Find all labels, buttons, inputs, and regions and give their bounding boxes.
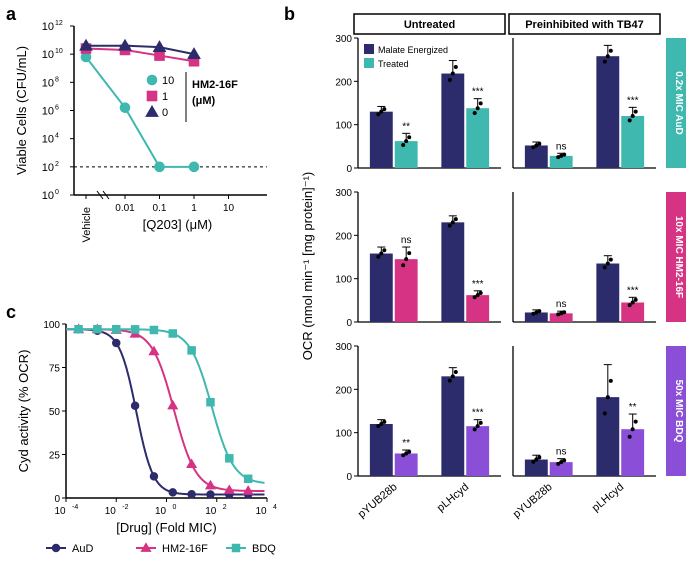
svg-text:Vehicle: Vehicle — [81, 207, 93, 242]
svg-text:100: 100 — [335, 429, 352, 440]
svg-text:300: 300 — [335, 34, 352, 45]
svg-text:***: *** — [627, 285, 639, 296]
svg-text:Cyd activity (% OCR): Cyd activity (% OCR) — [16, 350, 31, 473]
svg-text:300: 300 — [335, 342, 352, 353]
svg-text:-2: -2 — [122, 504, 128, 511]
svg-text:**: ** — [402, 438, 410, 449]
svg-text:pYUB28b: pYUB28b — [356, 481, 400, 520]
svg-text:50x MIC BDQ: 50x MIC BDQ — [673, 380, 684, 443]
svg-text:[Drug] (Fold MIC): [Drug] (Fold MIC) — [116, 520, 216, 535]
svg-text:pLHcyd: pLHcyd — [435, 481, 471, 514]
svg-text:0: 0 — [346, 472, 352, 483]
svg-text:Malate Energized: Malate Energized — [378, 45, 448, 55]
svg-text:***: *** — [472, 87, 484, 98]
svg-text:12: 12 — [55, 20, 63, 27]
svg-text:10: 10 — [205, 506, 217, 517]
svg-text:100: 100 — [335, 275, 352, 286]
svg-text:10: 10 — [42, 49, 54, 61]
svg-text:200: 200 — [335, 77, 352, 88]
svg-text:0.01: 0.01 — [115, 203, 135, 214]
svg-text:100: 100 — [43, 320, 60, 331]
svg-text:10: 10 — [255, 506, 267, 517]
svg-text:HM2-16F: HM2-16F — [162, 543, 208, 555]
svg-text:4: 4 — [55, 133, 59, 140]
panel-c-chart: 025507510010-410-2100102104[Drug] (Fold … — [12, 316, 277, 568]
svg-text:OCR (nmol min⁻¹ [mg protein]⁻¹: OCR (nmol min⁻¹ [mg protein]⁻¹) — [300, 172, 315, 361]
svg-text:10: 10 — [42, 190, 54, 202]
svg-text:10: 10 — [42, 134, 54, 146]
svg-text:4: 4 — [273, 504, 277, 511]
svg-text:10: 10 — [162, 75, 174, 87]
svg-text:300: 300 — [335, 188, 352, 199]
svg-text:10: 10 — [42, 21, 54, 33]
svg-text:ns: ns — [401, 235, 412, 246]
svg-text:0: 0 — [54, 494, 60, 505]
svg-text:0: 0 — [173, 504, 177, 511]
svg-text:0: 0 — [346, 164, 352, 175]
svg-text:10: 10 — [54, 506, 66, 517]
svg-text:10: 10 — [42, 162, 54, 174]
svg-text:10: 10 — [42, 106, 54, 118]
svg-text:10: 10 — [55, 48, 63, 55]
svg-text:2: 2 — [55, 161, 59, 168]
svg-text:pLHcyd: pLHcyd — [590, 481, 626, 514]
svg-text:ns: ns — [556, 299, 567, 310]
svg-text:10: 10 — [42, 77, 54, 89]
svg-text:***: *** — [472, 279, 484, 290]
svg-text:***: *** — [627, 95, 639, 106]
svg-text:100: 100 — [335, 121, 352, 132]
panel-b-chart: Untreated Preinhibited with TB47 OCR (nmol… — [298, 12, 694, 536]
svg-text:0.1: 0.1 — [153, 203, 167, 214]
panel-a-chart: 10010210410610810101012Viable Cells (CFU… — [12, 18, 277, 273]
svg-text:0.2x MIC AuD: 0.2x MIC AuD — [673, 71, 684, 135]
svg-text:BDQ: BDQ — [252, 543, 276, 555]
svg-text:0: 0 — [55, 189, 59, 196]
svg-text:0: 0 — [162, 107, 168, 119]
svg-text:200: 200 — [335, 231, 352, 242]
svg-text:Treated: Treated — [378, 59, 409, 69]
svg-text:200: 200 — [335, 385, 352, 396]
svg-text:2: 2 — [223, 504, 227, 511]
svg-text:Preinhibited with TB47: Preinhibited with TB47 — [525, 19, 644, 31]
panel-label-b: b — [284, 4, 295, 25]
svg-text:1: 1 — [162, 91, 168, 103]
svg-text:10x MIC HM2-16F: 10x MIC HM2-16F — [673, 216, 684, 298]
svg-text:pYUB28b: pYUB28b — [511, 481, 555, 520]
svg-text:10: 10 — [223, 203, 235, 214]
svg-text:(μM): (μM) — [192, 95, 216, 107]
svg-text:75: 75 — [49, 364, 61, 375]
svg-text:AuD: AuD — [72, 543, 93, 555]
svg-text:0: 0 — [346, 318, 352, 329]
svg-text:1: 1 — [191, 203, 197, 214]
svg-text:**: ** — [629, 402, 637, 413]
svg-text:Untreated: Untreated — [404, 19, 455, 31]
svg-text:50: 50 — [49, 407, 61, 418]
svg-text:10: 10 — [105, 506, 117, 517]
svg-text:***: *** — [472, 408, 484, 419]
svg-text:10: 10 — [155, 506, 167, 517]
svg-text:-4: -4 — [72, 504, 78, 511]
svg-text:8: 8 — [55, 76, 59, 83]
svg-text:25: 25 — [49, 451, 61, 462]
svg-text:ns: ns — [556, 141, 567, 152]
svg-text:ns: ns — [556, 447, 567, 458]
svg-text:**: ** — [402, 121, 410, 132]
svg-text:HM2-16F: HM2-16F — [192, 79, 238, 91]
svg-text:Viable Cells (CFU/mL): Viable Cells (CFU/mL) — [14, 46, 29, 175]
svg-text:[Q203] (μM): [Q203] (μM) — [143, 217, 213, 232]
svg-text:6: 6 — [55, 105, 59, 112]
